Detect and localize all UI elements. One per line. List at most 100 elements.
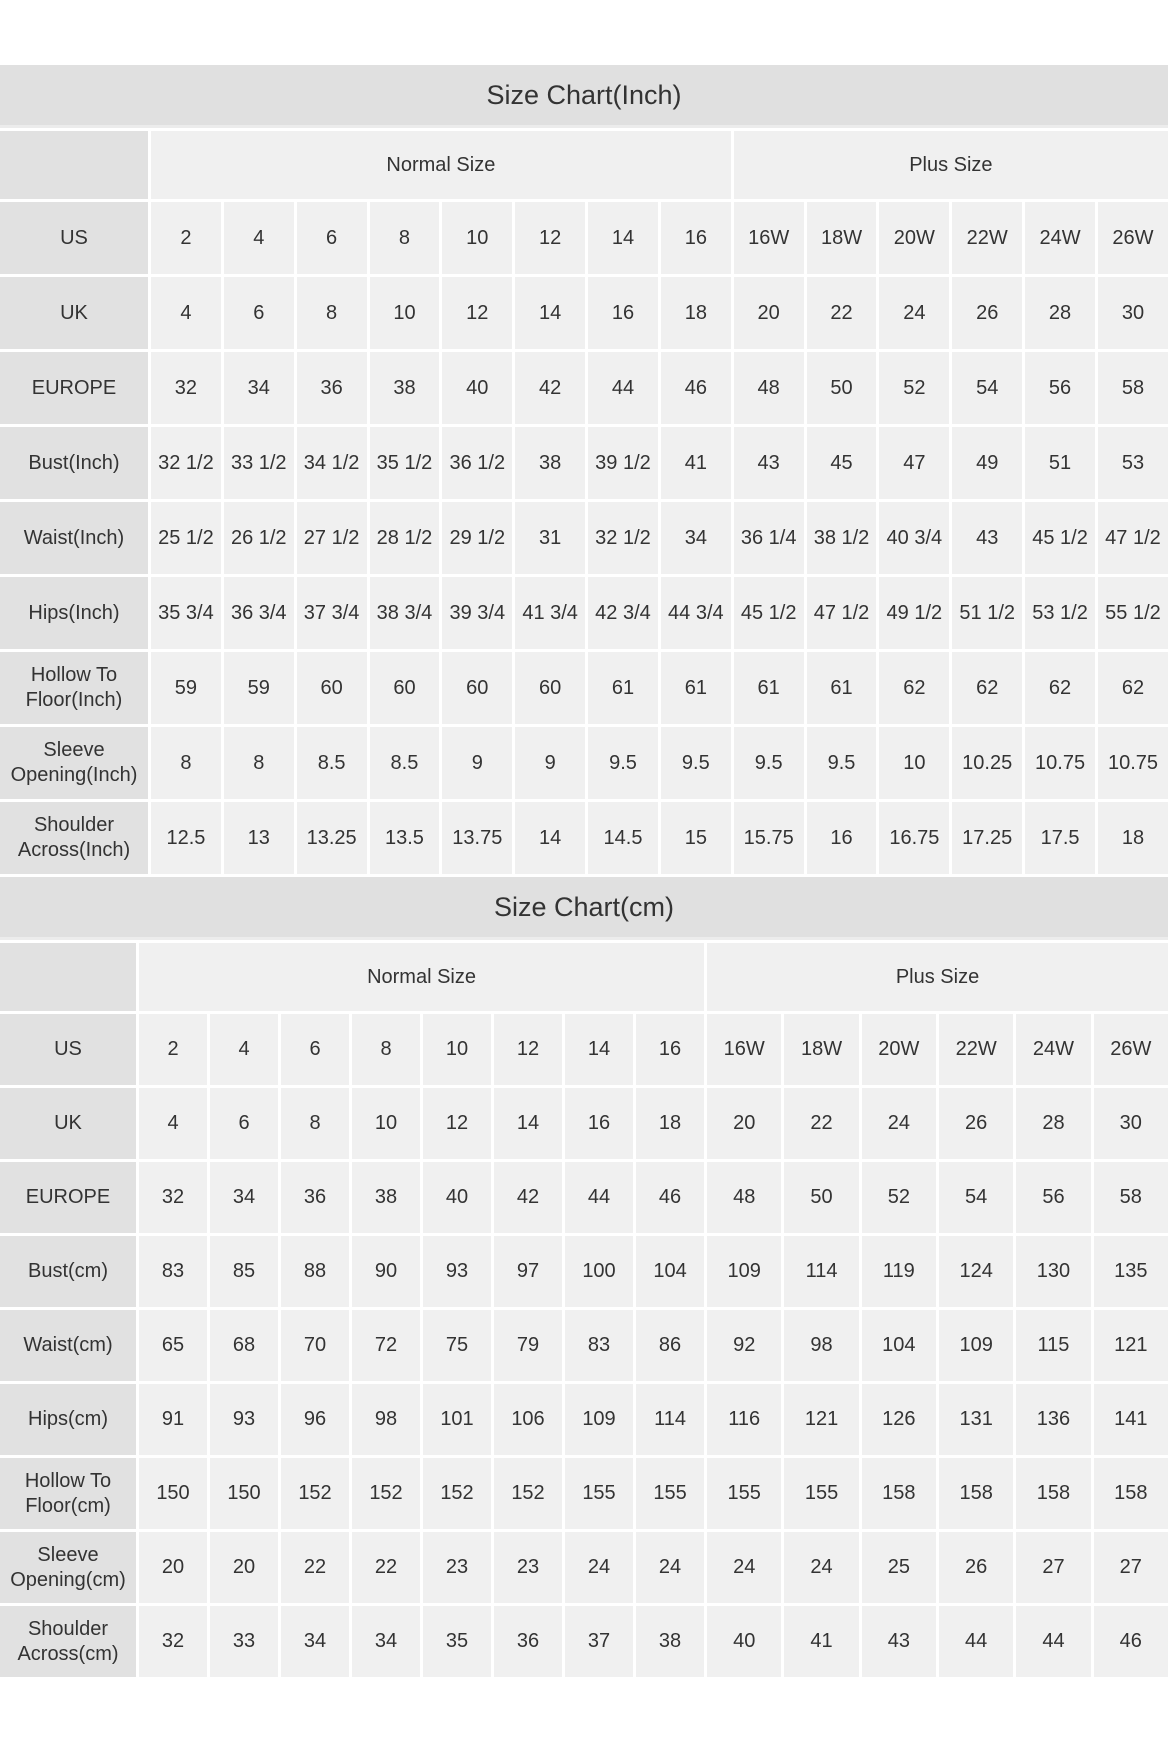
- group-header-row: Normal Size Plus Size: [0, 943, 1168, 1011]
- size-cell: 61: [733, 652, 804, 724]
- size-cell: 46: [636, 1162, 705, 1233]
- size-cell: 8: [369, 202, 440, 274]
- row-label: Sleeve Opening(Inch): [0, 727, 148, 799]
- size-cell: 43: [733, 427, 804, 499]
- size-cell: 27: [1093, 1532, 1168, 1603]
- size-cell: 4: [223, 202, 294, 274]
- row-label: Sleeve Opening(cm): [0, 1532, 136, 1603]
- size-cell: 62: [1025, 652, 1095, 724]
- size-cell: 97: [494, 1236, 562, 1307]
- size-cell: 158: [1093, 1458, 1168, 1529]
- corner-cell: [0, 131, 148, 199]
- size-cell: 10.25: [952, 727, 1023, 799]
- size-cell: 100: [565, 1236, 633, 1307]
- row-label: Hips(cm): [0, 1384, 136, 1455]
- size-cell: 52: [861, 1162, 936, 1233]
- size-cell: 114: [784, 1236, 859, 1307]
- size-cell: 32: [151, 352, 221, 424]
- size-cell: 14: [515, 277, 586, 349]
- size-cell: 4: [210, 1014, 278, 1085]
- size-cell: 59: [223, 652, 294, 724]
- size-cell: 62: [952, 652, 1023, 724]
- size-cell: 52: [879, 352, 950, 424]
- cm-chart-title: Size Chart(cm): [0, 877, 1168, 940]
- size-cell: 13.75: [442, 802, 513, 874]
- size-cell: 38: [352, 1162, 420, 1233]
- size-cell: 150: [210, 1458, 278, 1529]
- size-cell: 58: [1097, 352, 1168, 424]
- size-cell: 14: [515, 802, 586, 874]
- size-cell: 32: [139, 1606, 207, 1677]
- size-cell: 48: [707, 1162, 782, 1233]
- size-cell: 49 1/2: [879, 577, 950, 649]
- size-cell: 54: [952, 352, 1023, 424]
- size-cell: 36: [494, 1606, 562, 1677]
- size-cell: 93: [210, 1384, 278, 1455]
- row-label: Waist(Inch): [0, 502, 148, 574]
- size-cell: 8: [296, 277, 367, 349]
- size-cell: 53: [1097, 427, 1168, 499]
- size-cell: 135: [1093, 1236, 1168, 1307]
- size-cell: 16: [588, 277, 658, 349]
- size-cell: 106: [494, 1384, 562, 1455]
- size-cell: 50: [806, 352, 877, 424]
- size-cell: 58: [1093, 1162, 1168, 1233]
- size-cell: 158: [1016, 1458, 1091, 1529]
- size-cell: 18W: [784, 1014, 859, 1085]
- table-row: EUROPE 32 34 36 38 40 42 44 46 48 50 52 54 56 58: [0, 1162, 1168, 1233]
- size-cell: 10.75: [1097, 727, 1168, 799]
- size-cell: 18: [1097, 802, 1168, 874]
- size-cell: 152: [281, 1458, 349, 1529]
- table-row: Waist(cm) 65 68 70 72 75 79 83 86 92 98 104 109 115 12…: [0, 1310, 1168, 1381]
- size-cell: 46: [660, 352, 731, 424]
- size-cell: 33 1/2: [223, 427, 294, 499]
- size-cell: 40 3/4: [879, 502, 950, 574]
- size-cell: 32 1/2: [588, 502, 658, 574]
- size-cell: 45 1/2: [733, 577, 804, 649]
- size-cell: 59: [151, 652, 221, 724]
- size-cell: 16: [636, 1014, 705, 1085]
- row-label: EUROPE: [0, 352, 148, 424]
- size-cell: 83: [565, 1310, 633, 1381]
- size-cell: 38: [636, 1606, 705, 1677]
- size-cell: 155: [784, 1458, 859, 1529]
- size-cell: 65: [139, 1310, 207, 1381]
- size-cell: 36 3/4: [223, 577, 294, 649]
- size-cell: 20: [139, 1532, 207, 1603]
- plus-size-header: Plus Size: [707, 943, 1168, 1011]
- size-cell: 68: [210, 1310, 278, 1381]
- size-cell: 18: [636, 1088, 705, 1159]
- size-cell: 24: [879, 277, 950, 349]
- size-cell: 61: [806, 652, 877, 724]
- size-cell: 20: [733, 277, 804, 349]
- size-cell: 24: [636, 1532, 705, 1603]
- size-cell: 12: [423, 1088, 491, 1159]
- size-cell: 30: [1097, 277, 1168, 349]
- size-cell: 22: [281, 1532, 349, 1603]
- size-cell: 13.25: [296, 802, 367, 874]
- size-cell: 16: [660, 202, 731, 274]
- size-cell: 12: [494, 1014, 562, 1085]
- inch-size-table: Normal Size Plus Size US 2 4 6 8 10 12 14 16 16W 18W…: [0, 128, 1168, 877]
- size-cell: 30: [1093, 1088, 1168, 1159]
- size-cell: 85: [210, 1236, 278, 1307]
- table-row: Waist(Inch) 25 1/2 26 1/2 27 1/2 28 1/2 29 1/…: [0, 502, 1168, 574]
- size-cell: 38 1/2: [806, 502, 877, 574]
- size-cell: 4: [139, 1088, 207, 1159]
- size-cell: 6: [296, 202, 367, 274]
- size-cell: 34: [223, 352, 294, 424]
- size-cell: 62: [879, 652, 950, 724]
- row-label: Shoulder Across(Inch): [0, 802, 148, 874]
- size-cell: 44: [938, 1606, 1014, 1677]
- size-cell: 40: [423, 1162, 491, 1233]
- size-cell: 42: [494, 1162, 562, 1233]
- size-cell: 150: [139, 1458, 207, 1529]
- size-cell: 91: [139, 1384, 207, 1455]
- size-cell: 39 1/2: [588, 427, 658, 499]
- table-row: Hollow To Floor(cm) 150 150 152 152 152 152 155…: [0, 1458, 1168, 1529]
- size-cell: 158: [861, 1458, 936, 1529]
- size-cell: 20W: [861, 1014, 936, 1085]
- table-row: US 2 4 6 8 10 12 14 16 16W 18W 20W 22W 24W 26W: [0, 202, 1168, 274]
- size-cell: 27 1/2: [296, 502, 367, 574]
- size-cell: 24: [784, 1532, 859, 1603]
